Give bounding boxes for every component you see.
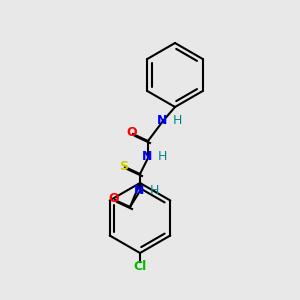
Text: O: O (127, 127, 137, 140)
Text: N: N (142, 151, 152, 164)
Text: N: N (157, 113, 167, 127)
Text: H: H (157, 151, 167, 164)
Text: O: O (109, 193, 119, 206)
Text: S: S (119, 160, 128, 172)
Text: H: H (172, 113, 182, 127)
Text: N: N (134, 184, 144, 196)
Text: Cl: Cl (134, 260, 147, 272)
Text: H: H (149, 184, 159, 196)
